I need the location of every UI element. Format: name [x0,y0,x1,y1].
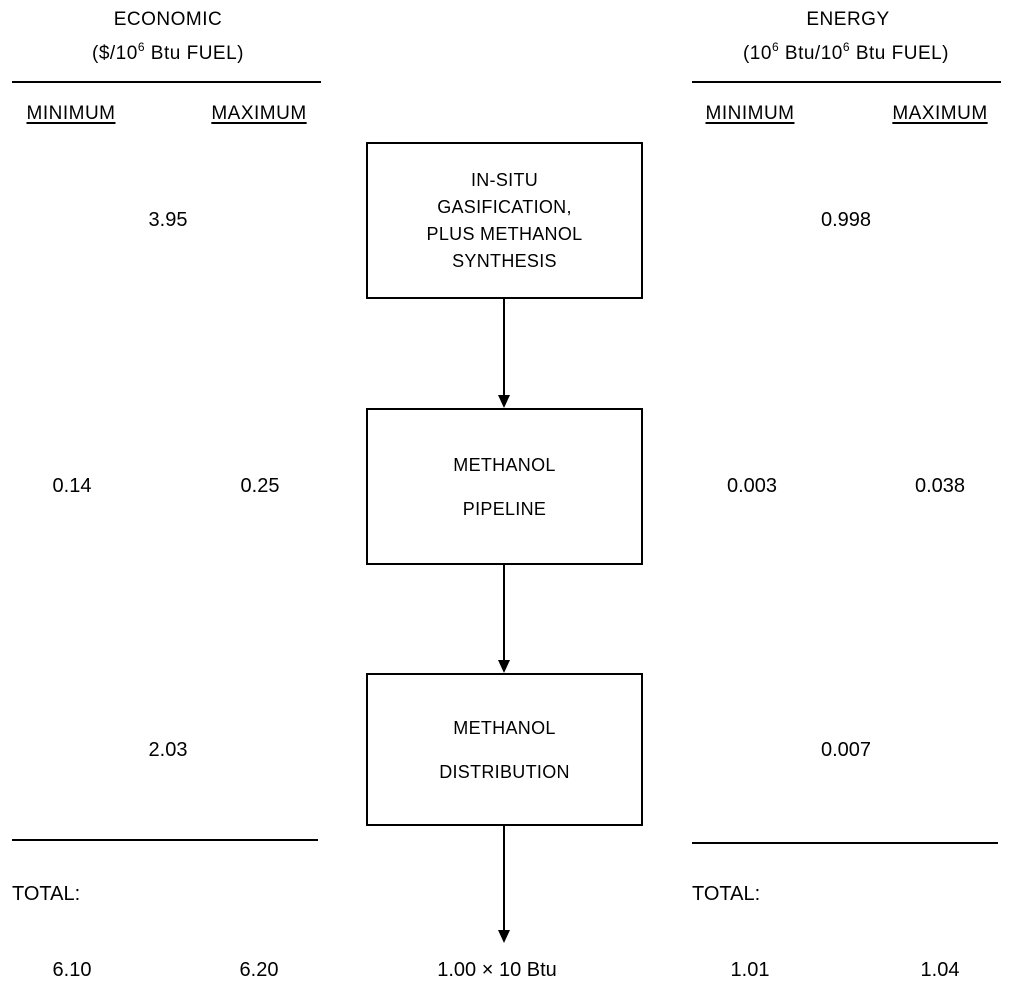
energy-total-rule [692,842,998,844]
box-line: METHANOL [453,454,556,475]
economic-stage1-value: 3.95 [148,209,188,231]
economic-total-min: 6.10 [52,959,92,981]
arrow-1-head [498,395,510,408]
economic-col-minimum: MINIMUM [26,103,116,124]
energy-stage2-max: 0.038 [914,475,966,497]
economic-header-rule [12,81,321,83]
economic-heading: ECONOMIC [113,9,223,30]
box-line: SYNTHESIS [452,250,557,271]
energy-header-rule [692,81,1001,83]
energy-total-max: 1.04 [920,959,960,981]
economic-stage2-max: 0.25 [240,475,280,497]
box-line: IN-SITU [470,169,539,190]
process-box-pipeline: METHANOL PIPELINE [366,408,643,565]
energy-unit: (106 Btu/106 Btu FUEL) [742,40,950,64]
energy-total-min: 1.01 [730,959,770,981]
energy-col-maximum: MAXIMUM [892,103,988,124]
economic-stage2-min: 0.14 [52,475,92,497]
process-box-gasification: IN-SITU GASIFICATION, PLUS METHANOL SYNT… [366,142,643,299]
box-line: PLUS METHANOL [426,223,583,244]
economic-total-label: TOTAL: [12,883,81,905]
energy-stage1-value: 0.998 [820,209,872,231]
energy-total-label: TOTAL: [692,883,761,905]
economic-stage3-value: 2.03 [148,739,188,761]
economic-total-max: 6.20 [239,959,279,981]
energy-stage3-value: 0.007 [820,739,872,761]
economic-unit: ($/106 Btu FUEL) [92,40,244,64]
arrow-2-head [498,660,510,673]
energy-heading: ENERGY [806,9,890,30]
box-line: GASIFICATION, [437,196,572,217]
arrow-3-head [498,930,510,943]
economic-col-maximum: MAXIMUM [211,103,307,124]
box-line: PIPELINE [462,498,547,519]
economic-total-rule [12,839,318,841]
energy-col-minimum: MINIMUM [705,103,795,124]
box-line: METHANOL [453,717,556,738]
process-box-distribution: METHANOL DISTRIBUTION [366,673,643,826]
energy-stage2-min: 0.003 [726,475,778,497]
process-output: 1.00 × 10 Btu [437,959,557,981]
box-line: DISTRIBUTION [439,761,570,782]
